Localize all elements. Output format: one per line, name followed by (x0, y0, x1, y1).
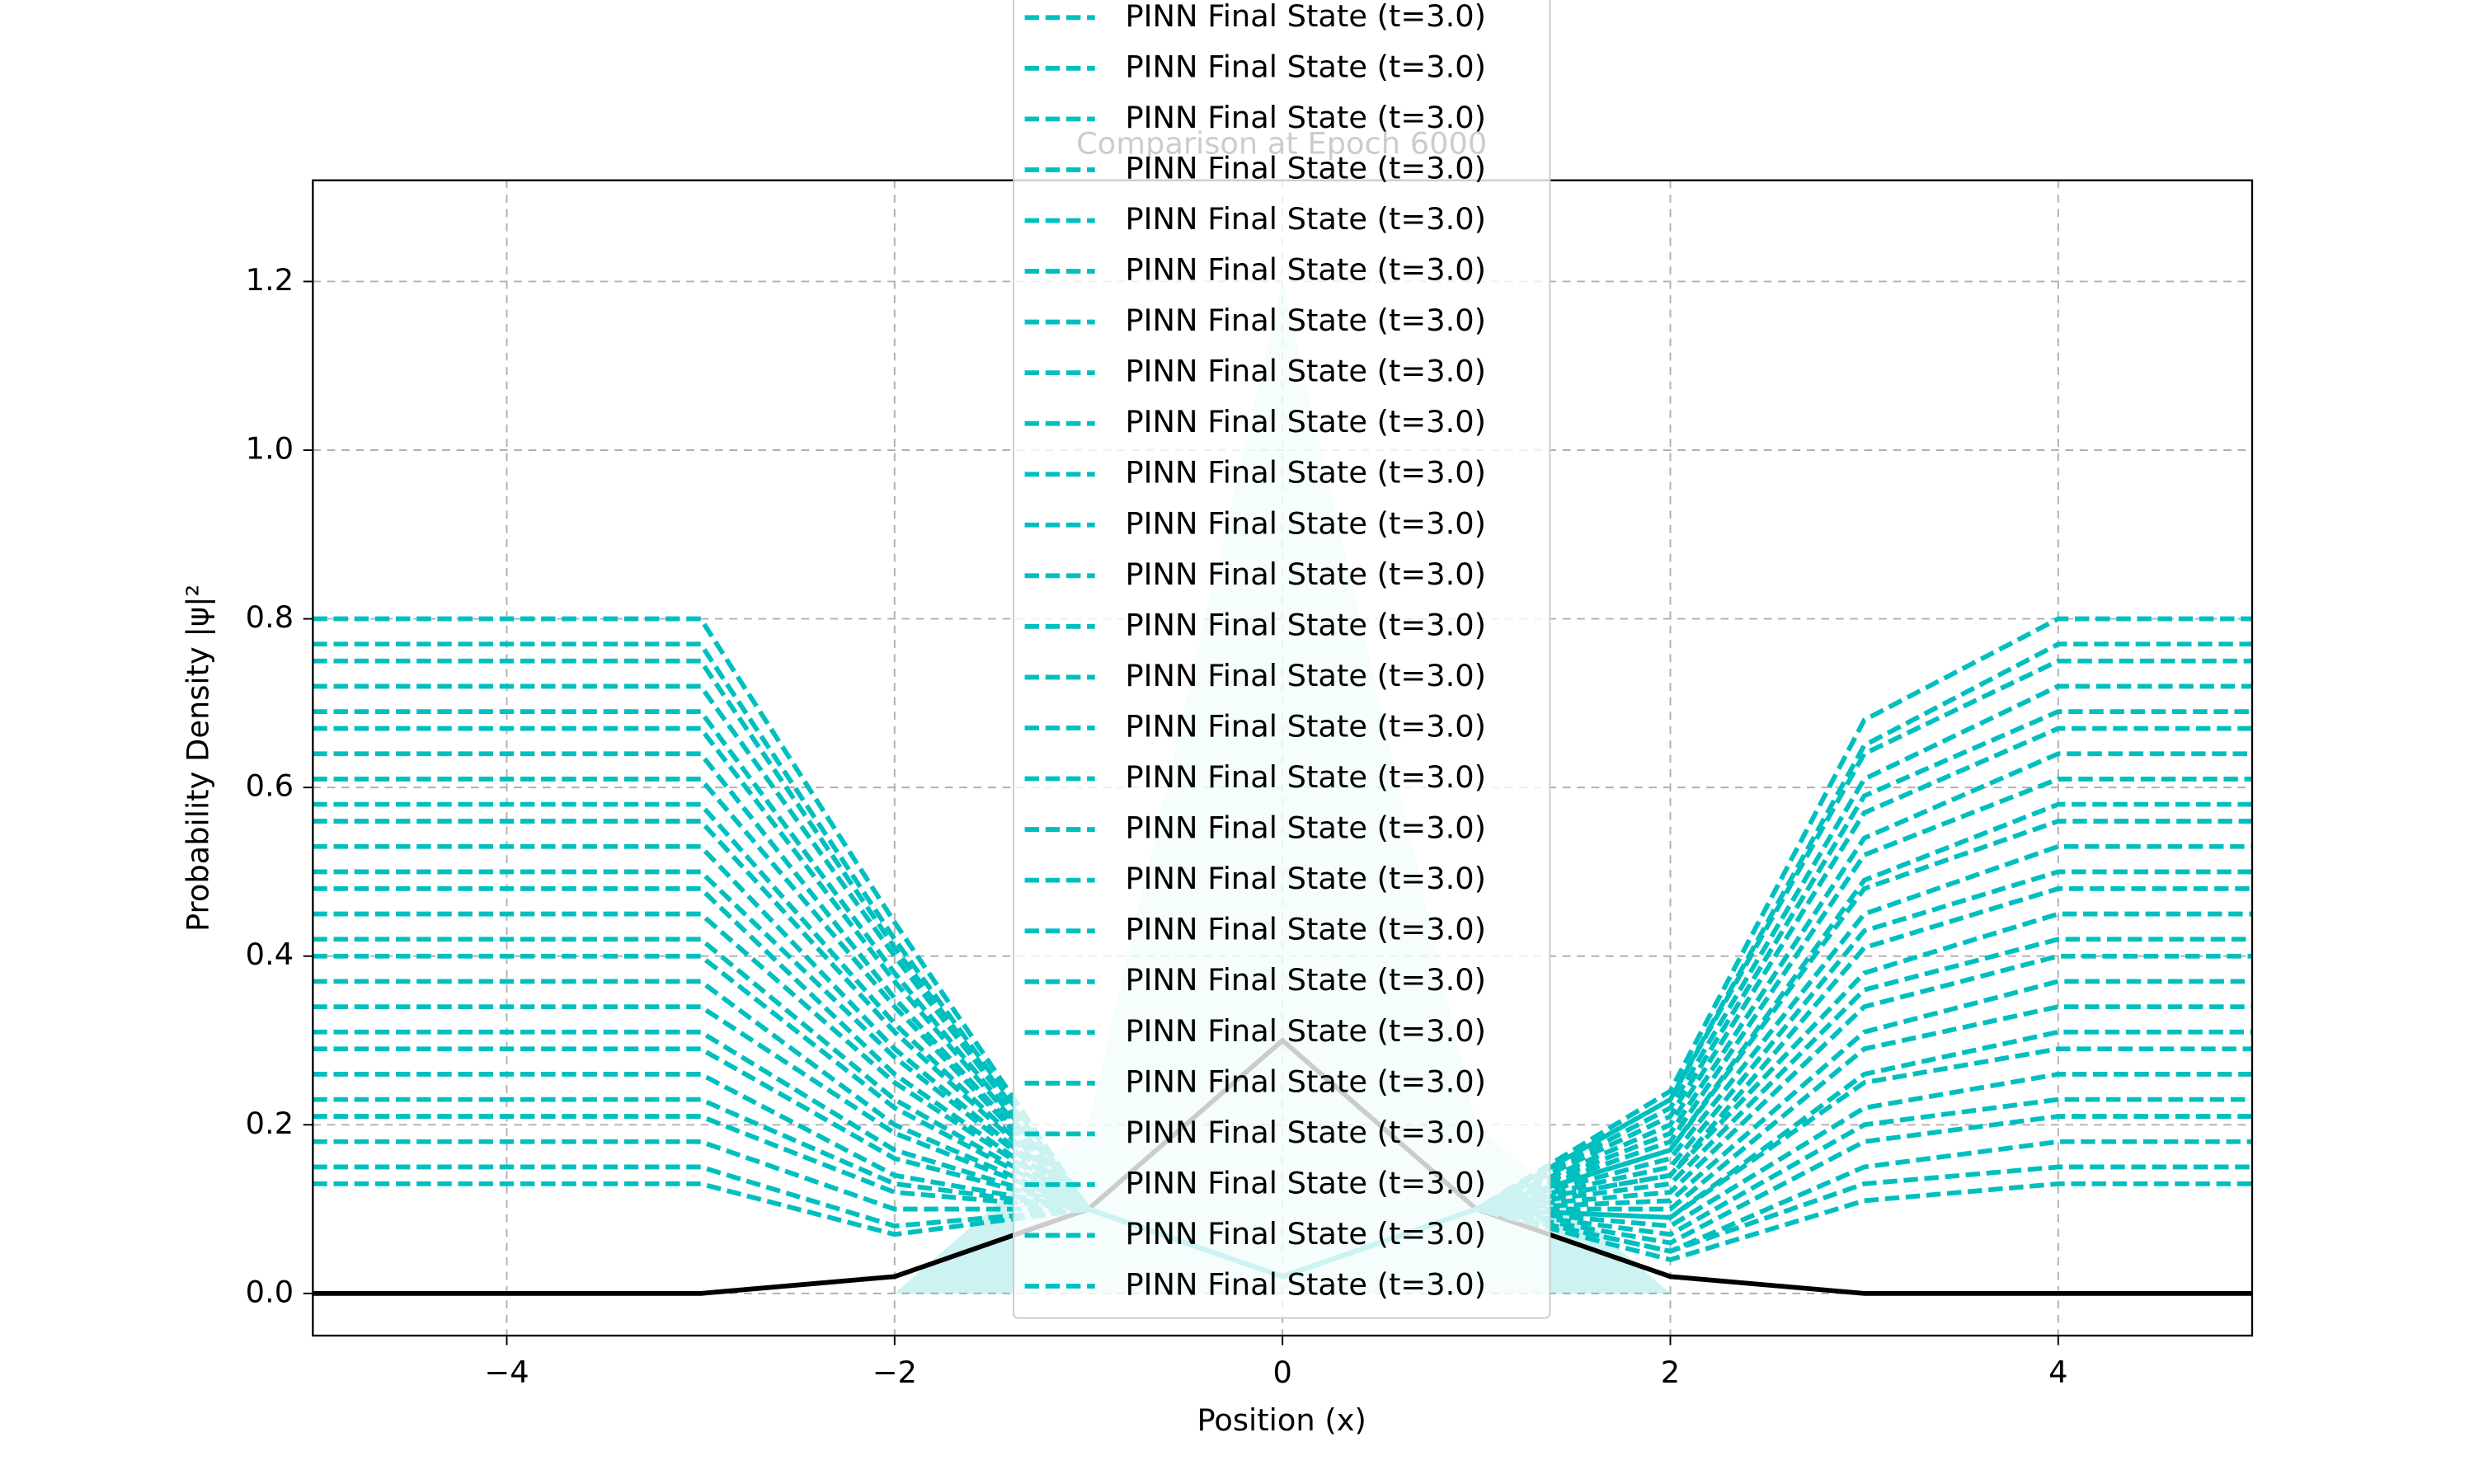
legend-label: PINN Final State (t=3.0) (1126, 912, 1487, 947)
x-tick-label: −2 (872, 1355, 917, 1390)
y-tick-label: 1.2 (246, 262, 294, 298)
legend-label: PINN Final State (t=3.0) (1126, 556, 1487, 592)
line (313, 885, 2252, 1280)
legend-label: PINN Final State (t=3.0) (1126, 1064, 1487, 1099)
legend-label: PINN Final State (t=3.0) (1126, 505, 1487, 541)
legend-label: PINN Final State (t=3.0) (1126, 962, 1487, 998)
y-tick-label: 0.2 (246, 1106, 294, 1141)
legend-label: PINN Final State (t=3.0) (1126, 861, 1487, 896)
legend-label: PINN Final State (t=3.0) (1126, 354, 1487, 389)
x-tick-label: −4 (484, 1355, 529, 1390)
legend-label: PINN Final State (t=3.0) (1126, 810, 1487, 846)
legend-label: PINN Final State (t=3.0) (1126, 455, 1487, 491)
legend-label: PINN Final State (t=3.0) (1126, 1267, 1487, 1303)
legend-label: PINN Final State (t=3.0) (1126, 100, 1487, 135)
legend-label: PINN Final State (t=3.0) (1126, 150, 1487, 186)
legend-label: PINN Final State (t=3.0) (1126, 201, 1487, 237)
line (313, 1004, 2252, 1280)
line (313, 1139, 2252, 1280)
legend-label: PINN Final State (t=3.0) (1126, 658, 1487, 693)
line (313, 658, 2252, 1280)
legend-label: PINN Final State (t=3.0) (1126, 404, 1487, 439)
x-axis-label: Position (x) (1197, 1402, 1366, 1438)
x-tick-label: 2 (1661, 1355, 1680, 1390)
line (313, 683, 2252, 1280)
legend-box (1013, 0, 1551, 1319)
legend-label: PINN Final State (t=3.0) (1126, 1115, 1487, 1150)
y-tick-label: 0.4 (246, 937, 294, 972)
y-tick-label: 1.0 (246, 431, 294, 467)
legend-label: PINN Final State (t=3.0) (1126, 303, 1487, 338)
line (313, 1046, 2252, 1280)
x-tick-label: 4 (2048, 1355, 2067, 1390)
legend-label: PINN Final State (t=3.0) (1126, 1216, 1487, 1252)
legend-label: PINN Final State (t=3.0) (1126, 252, 1487, 288)
legend-label: PINN Final State (t=3.0) (1126, 1013, 1487, 1049)
line (313, 1164, 2252, 1280)
legend-label: PINN Final State (t=3.0) (1126, 49, 1487, 84)
x-tick-label: 0 (1272, 1355, 1291, 1390)
legend-label: PINN Final State (t=3.0) (1126, 0, 1487, 34)
legend-label: PINN Final State (t=3.0) (1126, 607, 1487, 642)
y-tick-label: 0.6 (246, 768, 294, 804)
legend-label: PINN Final State (t=3.0) (1126, 759, 1487, 795)
y-tick-label: 0.0 (246, 1274, 294, 1309)
legend-label: PINN Final State (t=3.0) (1126, 708, 1487, 744)
y-axis-label: Probability Density |ψ|² (180, 585, 216, 932)
y-tick-label: 0.8 (246, 599, 294, 635)
legend-label: PINN Final State (t=3.0) (1126, 1165, 1487, 1200)
legend: PINN Final State (t=3.0) PINN Final State… (1013, 0, 1551, 1319)
